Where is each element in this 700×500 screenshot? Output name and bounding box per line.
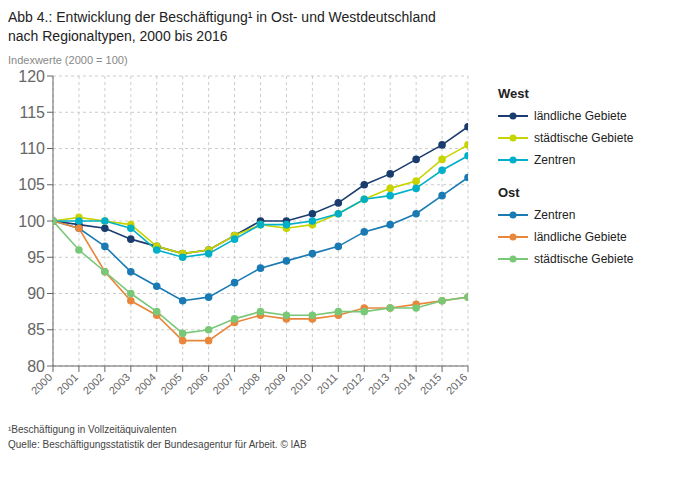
html-text:ländliche Gebiete: ländliche Gebiete	[534, 109, 627, 123]
svg-text:110: 110	[19, 140, 45, 157]
svg-text:2009: 2009	[262, 371, 288, 397]
svg-text:2000: 2000	[29, 371, 55, 397]
html-text:Indexwerte (2000 = 100): Indexwerte (2000 = 100)	[8, 54, 128, 66]
svg-text:2006: 2006	[184, 371, 210, 397]
html-text:Abb 4.: Entwicklung der Beschä: Abb 4.: Entwicklung der Beschäftigung¹ i…	[8, 9, 436, 25]
svg-text:2001: 2001	[55, 371, 81, 397]
svg-text:105: 105	[18, 176, 45, 193]
html-text:Zentren: Zentren	[534, 208, 576, 222]
svg-text:100: 100	[18, 213, 45, 230]
svg-text:2011: 2011	[315, 371, 340, 396]
svg-text:2016: 2016	[444, 371, 470, 397]
svg-text:2014: 2014	[392, 371, 418, 397]
svg-text:2007: 2007	[210, 371, 236, 397]
html-text:Quelle: Beschäftigungsstatisti: Quelle: Beschäftigungsstatistik der Bund…	[8, 439, 307, 450]
html-text:Ost: Ost	[498, 185, 520, 200]
svg-text:2003: 2003	[106, 371, 132, 397]
svg-text:95: 95	[27, 249, 45, 266]
svg-text:2010: 2010	[288, 371, 314, 397]
svg-text:90: 90	[27, 285, 45, 302]
html-text:West: West	[498, 86, 529, 101]
svg-text:85: 85	[27, 321, 45, 338]
svg-text:2013: 2013	[366, 371, 392, 397]
svg-text:2015: 2015	[418, 371, 444, 397]
svg-text:2005: 2005	[158, 371, 184, 397]
svg-text:80: 80	[27, 358, 45, 375]
svg-text:2012: 2012	[340, 371, 366, 397]
html-text:ländliche Gebiete: ländliche Gebiete	[534, 230, 627, 244]
html-text:städtische Gebiete: städtische Gebiete	[534, 252, 634, 266]
svg-text:115: 115	[19, 104, 45, 121]
html-text:städtische Gebiete: städtische Gebiete	[534, 131, 634, 145]
svg-text:2002: 2002	[80, 371, 106, 397]
html-text:¹Beschäftigung in Vollzeitäqui: ¹Beschäftigung in Vollzeitäquivalenten	[8, 424, 177, 435]
svg-text:120: 120	[18, 68, 45, 85]
html-text:nach Regionaltypen, 2000 bis 2: nach Regionaltypen, 2000 bis 2016	[8, 28, 228, 44]
svg-text:2004: 2004	[132, 371, 158, 397]
html-text:Zentren: Zentren	[534, 153, 576, 167]
svg-text:2008: 2008	[236, 371, 262, 397]
